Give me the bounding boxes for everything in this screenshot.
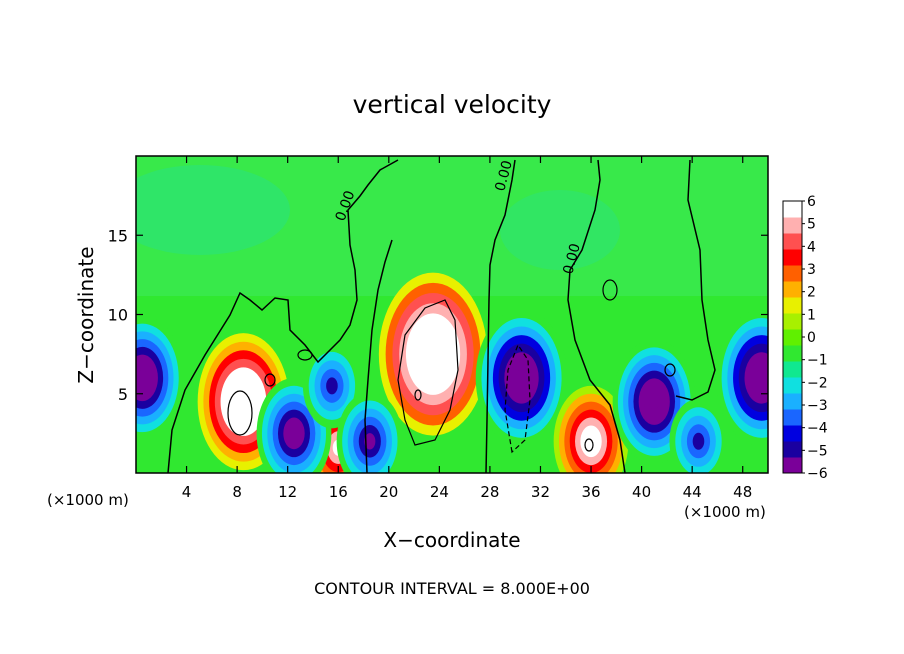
colorbar-tick-label: −1: [807, 353, 828, 369]
zero-contour-line: [675, 159, 716, 401]
x-tick-label: 48: [733, 483, 752, 501]
field-contour-band: [137, 370, 148, 386]
x-tick-label: 12: [278, 483, 297, 501]
colorbar-tick-label: 2: [807, 285, 816, 301]
colorbar-swatch: [783, 313, 802, 330]
y-axis-label: Z−coordinate: [74, 246, 98, 383]
y-tick-label: 10: [108, 306, 128, 325]
zero-contour-line: [167, 159, 399, 473]
y-axis: 5 10 15: [108, 226, 768, 404]
colorbar-tick-label: −4: [807, 421, 828, 437]
contour-label: 0.00: [492, 159, 516, 193]
colorbar-tick-label: 6: [807, 194, 816, 210]
colorbar-swatch: [783, 441, 802, 458]
zero-contour-line: [364, 239, 393, 473]
x-axis: 4 8 12 16 20 24 28 32 36 40 44 48: [182, 156, 752, 501]
zero-contours: [167, 159, 716, 473]
field-contour-band: [649, 393, 660, 410]
y-tick-label: 5: [118, 385, 128, 404]
field-contour-band: [326, 377, 338, 395]
field-feature: [553, 385, 629, 473]
field-feature: [336, 392, 404, 473]
field-feature: [475, 309, 568, 447]
field-contour-band: [237, 393, 250, 411]
chart-title: vertical velocity: [353, 90, 552, 119]
contour-interval-note: CONTOUR INTERVAL = 8.000E+00: [314, 579, 590, 598]
x-tick-label: 24: [430, 483, 449, 501]
x-tick-label: 40: [632, 483, 651, 501]
colorbar-swatch: [783, 233, 802, 250]
colorbar-swatch: [783, 345, 802, 362]
x-tick-label: 4: [182, 483, 192, 501]
field-feature: [136, 315, 184, 440]
field-contour-band: [364, 433, 376, 450]
colorbar-swatch: [783, 329, 802, 346]
colorbar-tick-label: −6: [807, 466, 828, 482]
field-contour-band: [755, 369, 768, 387]
colorbar-swatch: [783, 393, 802, 410]
colorbar-swatch: [783, 297, 802, 314]
colorbar-tick-label: −5: [807, 443, 828, 459]
x-tick-label: 16: [329, 483, 348, 501]
x-tick-label: 20: [379, 483, 398, 501]
zero-contour-line: [485, 159, 516, 473]
y-tick-label: 15: [108, 226, 128, 245]
x-tick-label: 36: [581, 483, 600, 501]
colorbar-swatch: [783, 377, 802, 394]
colorbar-swatch: [783, 217, 802, 234]
colorbar-tick-label: 4: [807, 239, 816, 255]
colorbar-tick-label: −2: [807, 375, 828, 391]
field-feature: [378, 272, 488, 436]
colorbar-swatch: [783, 361, 802, 378]
colorbar-swatch: [783, 201, 802, 218]
field-layer: 0.00 0.00 0.00: [136, 156, 768, 473]
contour-label: 0.00: [560, 242, 584, 276]
field-contour-band: [288, 425, 300, 442]
colorbar-swatch: [783, 457, 802, 474]
colorbar-tick-label: 3: [807, 262, 816, 278]
x-units-right: (×1000 m): [684, 503, 766, 521]
field-contour-band: [585, 433, 597, 450]
colorbar-swatch: [783, 425, 802, 442]
colorbar-swatch: [783, 281, 802, 298]
colorbar-tick-label: −3: [807, 398, 828, 414]
x-tick-label: 8: [232, 483, 242, 501]
colorbar: 6 5 4 3 2 1 0 −1 −2 −3 −4 −5 −6: [782, 194, 828, 482]
field-feature: [715, 309, 768, 447]
colorbar-tick-label: 1: [807, 307, 816, 323]
x-units-left: (×1000 m): [47, 491, 129, 509]
x-tick-label: 28: [480, 483, 499, 501]
colorbar-tick-label: 0: [807, 330, 816, 346]
x-tick-label: 32: [531, 483, 550, 501]
field-contour-band: [515, 369, 528, 387]
zero-contour-line: [567, 159, 626, 473]
field-feature: [669, 398, 728, 473]
field-contour-band: [692, 432, 705, 450]
colorbar-swatch: [783, 265, 802, 282]
x-tick-label: 44: [683, 483, 702, 501]
colorbar-swatch: [783, 249, 802, 266]
colorbar-swatch: [783, 409, 802, 426]
x-axis-label: X−coordinate: [383, 528, 520, 552]
field-contour-band: [426, 343, 440, 365]
colorbar-tick-label: 5: [807, 217, 816, 233]
